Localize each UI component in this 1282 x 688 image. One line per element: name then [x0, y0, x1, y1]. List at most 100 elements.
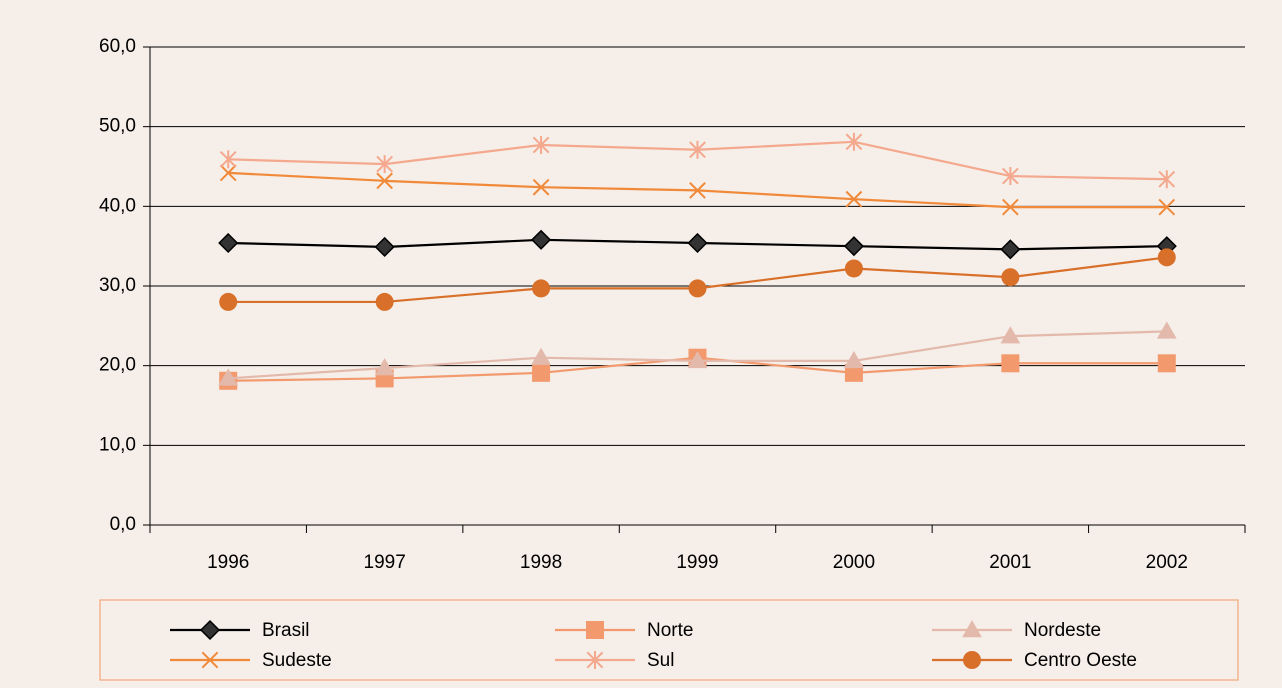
- stroke: [845, 190, 863, 208]
- x-tick-label: 1996: [207, 552, 249, 573]
- triangle: [844, 350, 864, 369]
- y-tick-label: 60,0: [99, 36, 136, 57]
- stroke: [532, 178, 550, 196]
- marker: [962, 620, 982, 638]
- marker: [1002, 198, 1019, 216]
- marker: [1000, 326, 1021, 344]
- y-tick-label: 20,0: [99, 355, 136, 376]
- diamond: [843, 236, 864, 257]
- marker: [845, 190, 863, 208]
- circle: [1157, 248, 1176, 267]
- diamond: [218, 232, 239, 254]
- stroke: [1158, 198, 1176, 216]
- marker: [687, 232, 708, 254]
- marker: [1158, 170, 1176, 189]
- triangle: [218, 368, 239, 386]
- y-tick-label: 30,0: [99, 275, 136, 296]
- legend-label: Sul: [647, 650, 674, 671]
- legend-label: Norte: [647, 620, 693, 641]
- marker: [199, 619, 221, 641]
- x-tick-label: 1997: [364, 552, 406, 573]
- circle: [375, 292, 394, 311]
- circle: [219, 292, 238, 311]
- y-tick-label: 10,0: [99, 434, 136, 455]
- legend-label: Brasil: [262, 620, 310, 641]
- x-tick-label: 2002: [1146, 552, 1188, 573]
- diamond: [1000, 239, 1021, 260]
- x-tick-label: 2001: [989, 552, 1031, 573]
- marker: [689, 182, 706, 199]
- marker: [219, 164, 237, 182]
- stroke: [1002, 198, 1019, 216]
- marker: [531, 229, 552, 250]
- marker: [531, 347, 551, 365]
- square: [532, 363, 551, 382]
- diamond: [687, 232, 708, 254]
- marker: [374, 358, 395, 376]
- x-tick-label: 1998: [520, 552, 562, 573]
- diamond: [374, 236, 395, 258]
- marker: [374, 236, 395, 258]
- diamond: [531, 229, 552, 250]
- marker: [1000, 239, 1021, 260]
- y-tick-label: 50,0: [99, 116, 136, 137]
- marker: [689, 140, 706, 159]
- marker: [845, 132, 863, 151]
- marker: [687, 350, 708, 369]
- marker: [963, 651, 981, 669]
- y-tick-label: 0,0: [110, 514, 136, 535]
- marker: [586, 651, 604, 669]
- marker: [1002, 167, 1019, 186]
- marker: [844, 350, 864, 369]
- circle: [1001, 268, 1020, 287]
- marker: [201, 651, 219, 669]
- triangle: [374, 358, 395, 376]
- triangle: [962, 620, 982, 638]
- marker: [1001, 354, 1020, 373]
- marker: [688, 279, 707, 298]
- marker: [843, 236, 864, 257]
- stroke: [201, 651, 219, 669]
- marker: [219, 292, 238, 311]
- marker: [532, 135, 550, 154]
- square: [1157, 354, 1176, 373]
- marker: [376, 155, 393, 174]
- marker: [219, 150, 237, 169]
- marker: [375, 292, 394, 311]
- marker: [532, 363, 551, 382]
- triangle: [1156, 321, 1177, 339]
- stroke: [689, 182, 706, 199]
- square: [844, 363, 863, 382]
- marker: [532, 279, 551, 298]
- circle: [844, 259, 863, 278]
- marker: [1158, 198, 1176, 216]
- square: [586, 621, 604, 639]
- marker: [218, 368, 239, 386]
- marker: [1001, 268, 1020, 287]
- legend-label: Nordeste: [1024, 620, 1101, 641]
- triangle: [1000, 326, 1021, 344]
- circle: [688, 279, 707, 298]
- marker: [1156, 321, 1177, 339]
- y-tick-label: 40,0: [99, 195, 136, 216]
- legend-label: Centro Oeste: [1024, 650, 1137, 671]
- marker: [844, 363, 863, 382]
- stroke: [376, 172, 393, 190]
- square: [1001, 354, 1020, 373]
- marker: [532, 178, 550, 196]
- marker: [218, 232, 239, 254]
- marker: [1157, 248, 1176, 267]
- marker: [376, 172, 393, 190]
- circle: [963, 651, 981, 669]
- diamond: [199, 619, 221, 641]
- legend-label: Sudeste: [262, 650, 332, 671]
- triangle: [531, 347, 551, 365]
- circle: [532, 279, 551, 298]
- legend-box: [99, 599, 1239, 681]
- stroke: [219, 164, 237, 182]
- marker: [1157, 354, 1176, 373]
- marker: [586, 621, 604, 639]
- triangle: [687, 350, 708, 369]
